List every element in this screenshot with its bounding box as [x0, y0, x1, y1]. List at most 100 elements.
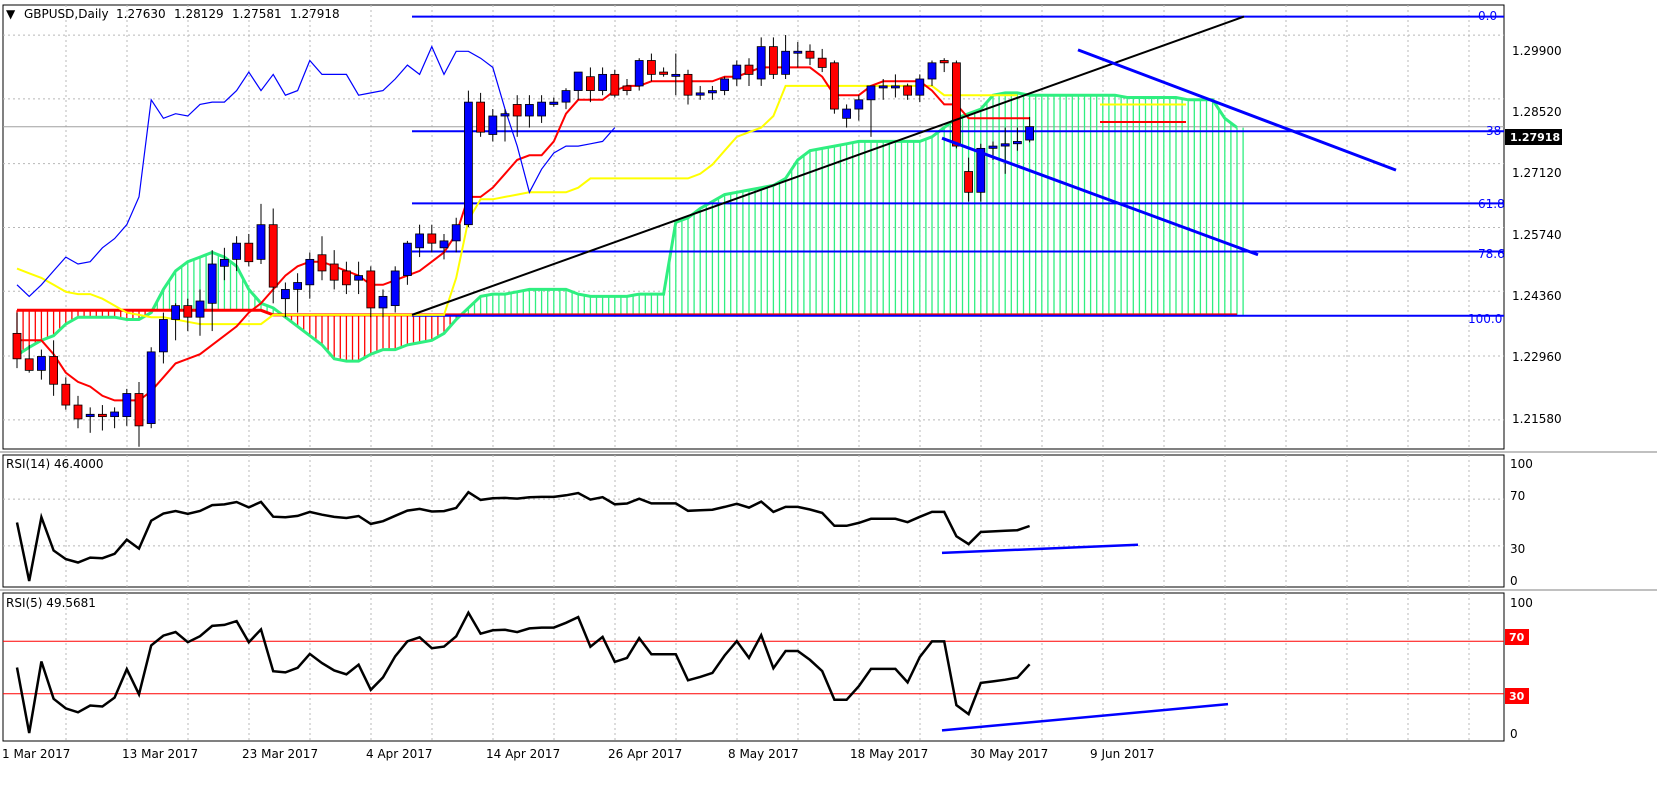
candle-body [439, 240, 449, 249]
candle [830, 60, 839, 114]
candle [525, 95, 534, 128]
date-label: 14 Apr 2017 [486, 747, 560, 761]
candle [232, 236, 242, 271]
candle [720, 76, 729, 96]
candle [73, 395, 83, 429]
candle-body [293, 282, 303, 290]
candle [146, 347, 156, 429]
candle [268, 208, 278, 304]
candle [427, 224, 437, 253]
candle [451, 217, 461, 253]
candle [512, 95, 522, 137]
candle [402, 240, 412, 285]
candle-body [903, 85, 912, 96]
candle-body [329, 263, 339, 281]
candle [695, 85, 705, 100]
candle [366, 266, 376, 318]
candle-body [183, 305, 193, 318]
fib-label-78: 78.6 [1478, 247, 1505, 261]
rsi14-title: RSI(14) 46.4000 [6, 457, 104, 471]
candle-body [781, 50, 790, 75]
candle [671, 53, 681, 96]
chart-header: ▼ GBPUSD,Daily 1.27630 1.28129 1.27581 1… [6, 7, 340, 21]
candle [1025, 116, 1034, 143]
date-label: 30 May 2017 [970, 747, 1048, 761]
rsi14-level-label: 30 [1510, 542, 1525, 556]
chikou-span [16, 45, 616, 298]
candle-body [317, 254, 327, 272]
candle [415, 224, 425, 258]
candle [1000, 127, 1010, 174]
candles [12, 35, 1034, 447]
date-label: 26 Apr 2017 [608, 747, 682, 761]
candle [341, 261, 351, 295]
rsi5-labels: RSI(5) 49.5681 100 70 30 0 [6, 596, 1533, 741]
candle-body [256, 224, 266, 260]
candle-body [817, 57, 827, 68]
header-high: 1.28129 [174, 7, 224, 21]
header-arrow-icon[interactable]: ▼ [6, 7, 16, 21]
candle [390, 266, 400, 313]
candle-body [854, 99, 864, 110]
candle-body [671, 73, 681, 77]
candle-body [37, 356, 46, 371]
candle [854, 95, 864, 121]
date-label: 1 Mar 2017 [2, 747, 70, 761]
candle-body [1013, 141, 1022, 145]
candle-body [451, 224, 461, 242]
candle [1013, 127, 1022, 151]
candle [939, 58, 949, 73]
candle [610, 69, 620, 98]
candle [793, 42, 803, 68]
candle-body [622, 85, 632, 91]
date-label: 4 Apr 2017 [366, 747, 433, 761]
candle-body [12, 332, 22, 360]
candle-body [219, 258, 229, 267]
candle [586, 67, 595, 103]
tenkan-sen [17, 66, 1030, 402]
candle [708, 85, 717, 100]
candle [378, 289, 388, 318]
candle-body [134, 393, 144, 427]
candle-body [634, 60, 644, 87]
price-tick: 1.27120 [1512, 166, 1562, 180]
candle [537, 95, 546, 123]
candle [329, 250, 339, 290]
candle-body [891, 85, 900, 89]
rsi5-level-label: 100 [1510, 596, 1533, 610]
candle [817, 48, 827, 73]
candle-body [1025, 126, 1034, 141]
panel-frame [2, 592, 1505, 742]
candle-body [732, 64, 742, 80]
candle [158, 312, 168, 364]
candle-body [402, 242, 412, 276]
candle [476, 92, 486, 137]
candle [683, 69, 693, 105]
candle [549, 97, 559, 107]
candle-body [268, 224, 278, 288]
fib-label-0: 0.0 [1478, 9, 1497, 23]
candle-body [830, 62, 839, 110]
candle-body [463, 101, 473, 226]
candle [110, 407, 119, 429]
candle [256, 203, 266, 264]
candle-body [49, 356, 58, 385]
candle-body [195, 300, 205, 318]
candle-body [378, 295, 388, 309]
candle [573, 71, 583, 100]
candle [317, 236, 327, 281]
candle-body [158, 319, 168, 353]
candle [647, 53, 656, 82]
rsi-line [15, 610, 1031, 734]
time-axis: 1 Mar 2017 13 Mar 2017 23 Mar 2017 4 Apr… [2, 747, 1155, 761]
candle [622, 79, 632, 96]
candle-body [610, 73, 620, 96]
candle-body [488, 115, 498, 135]
channel-upper-line [1077, 48, 1397, 172]
candle [98, 405, 107, 431]
rsi14-level-label: 70 [1510, 489, 1525, 503]
rsi5-70-box [1505, 629, 1529, 645]
last-price-box [1505, 129, 1562, 145]
rsi5-divergence-line [941, 702, 1229, 732]
candle-body [476, 101, 486, 133]
